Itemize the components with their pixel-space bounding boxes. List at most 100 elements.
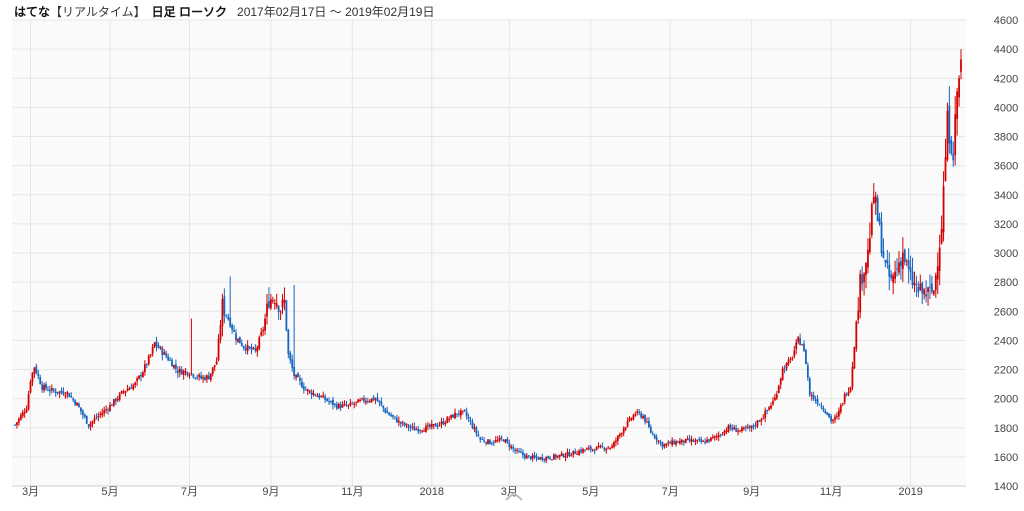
candle-body [795,342,798,350]
candle-body [35,366,38,374]
candle-body [411,426,414,428]
candle-body [882,251,885,258]
candle-body [361,398,363,400]
candle-body [87,424,90,427]
candle-body [31,372,34,383]
candle-body [52,389,55,392]
candle-body [322,395,325,398]
candle-body [845,393,848,396]
candle-body [719,434,722,436]
candle-body [570,455,573,457]
candle-body [791,357,794,359]
candle-body [599,446,602,448]
candle-body [85,415,88,424]
candle-body [314,394,317,396]
candle-body [890,274,893,279]
candle-body [847,391,850,395]
candle-body [927,287,929,293]
candle-body [339,404,342,408]
candle-body [630,418,633,420]
chart-mode: 日足 ローソク [151,5,228,19]
candle-body [413,426,416,431]
candle-body [388,412,391,416]
candle-body [808,378,811,395]
candle-body [591,449,594,451]
candle-body [867,249,869,268]
candle-body [78,403,80,408]
candle-body [392,415,394,417]
candle-body [289,352,292,361]
candle-body [176,370,179,374]
candle-body [797,337,800,342]
candle-body [471,422,474,429]
x-tick-label: 2019 [898,486,922,498]
candle-body [843,393,846,403]
candle-body [37,373,40,377]
candle-body [43,384,45,391]
candle-body [806,365,809,378]
candle-body [213,365,216,368]
candle-body [489,440,491,445]
candle-body [343,403,346,405]
candle-body [114,398,117,402]
candle-body [766,410,769,412]
candle-body [901,252,904,270]
candle-body [828,413,831,418]
candle-body [318,394,321,398]
candle-body [359,399,361,401]
candle-body [80,407,82,412]
candle-body [58,391,61,394]
candle-body [554,454,557,458]
candle-body [70,396,73,398]
candle-body [461,410,464,412]
candle-body [487,439,489,445]
candle-body [227,316,230,320]
candle-body [430,423,433,428]
y-tick-label: 1600 [994,452,1018,464]
candle-body [494,440,497,443]
candle-body [401,422,404,424]
candle-body [83,414,86,417]
candle-body [335,404,338,409]
candle-body [787,360,790,365]
candle-body [240,343,243,346]
candle-body [165,353,168,357]
candle-body [465,411,468,417]
candle-body [446,417,449,423]
candle-body [929,286,931,288]
candle-body [56,391,59,394]
y-tick-label: 3000 [994,248,1018,260]
candle-body [923,289,926,295]
candle-body [138,375,140,379]
candle-body [547,456,549,459]
candle-body [21,412,24,417]
candle-body [256,346,259,352]
candle-body [952,153,955,161]
candle-body [671,440,674,445]
candle-body [535,456,538,458]
candle-body [537,457,540,460]
candle-body [200,375,202,379]
candle-body [39,377,42,385]
candle-body [677,441,679,443]
candle-body [520,451,522,453]
candle-body [956,91,959,120]
candle-body [151,346,154,354]
candle-body [834,416,836,420]
candle-body [669,442,672,444]
candle-body [405,423,408,425]
candle-body [863,273,865,283]
candle-body [814,399,817,401]
candle-body [246,345,249,352]
candle-body [805,349,807,365]
chevron-up-icon[interactable] [503,489,525,503]
candle-body [585,448,588,450]
candle-body [762,418,765,420]
candle-body [711,436,714,438]
candle-body [729,424,732,429]
candle-body [194,377,197,379]
candle-body [589,446,592,450]
candle-body [178,368,181,373]
candle-body [235,333,237,341]
